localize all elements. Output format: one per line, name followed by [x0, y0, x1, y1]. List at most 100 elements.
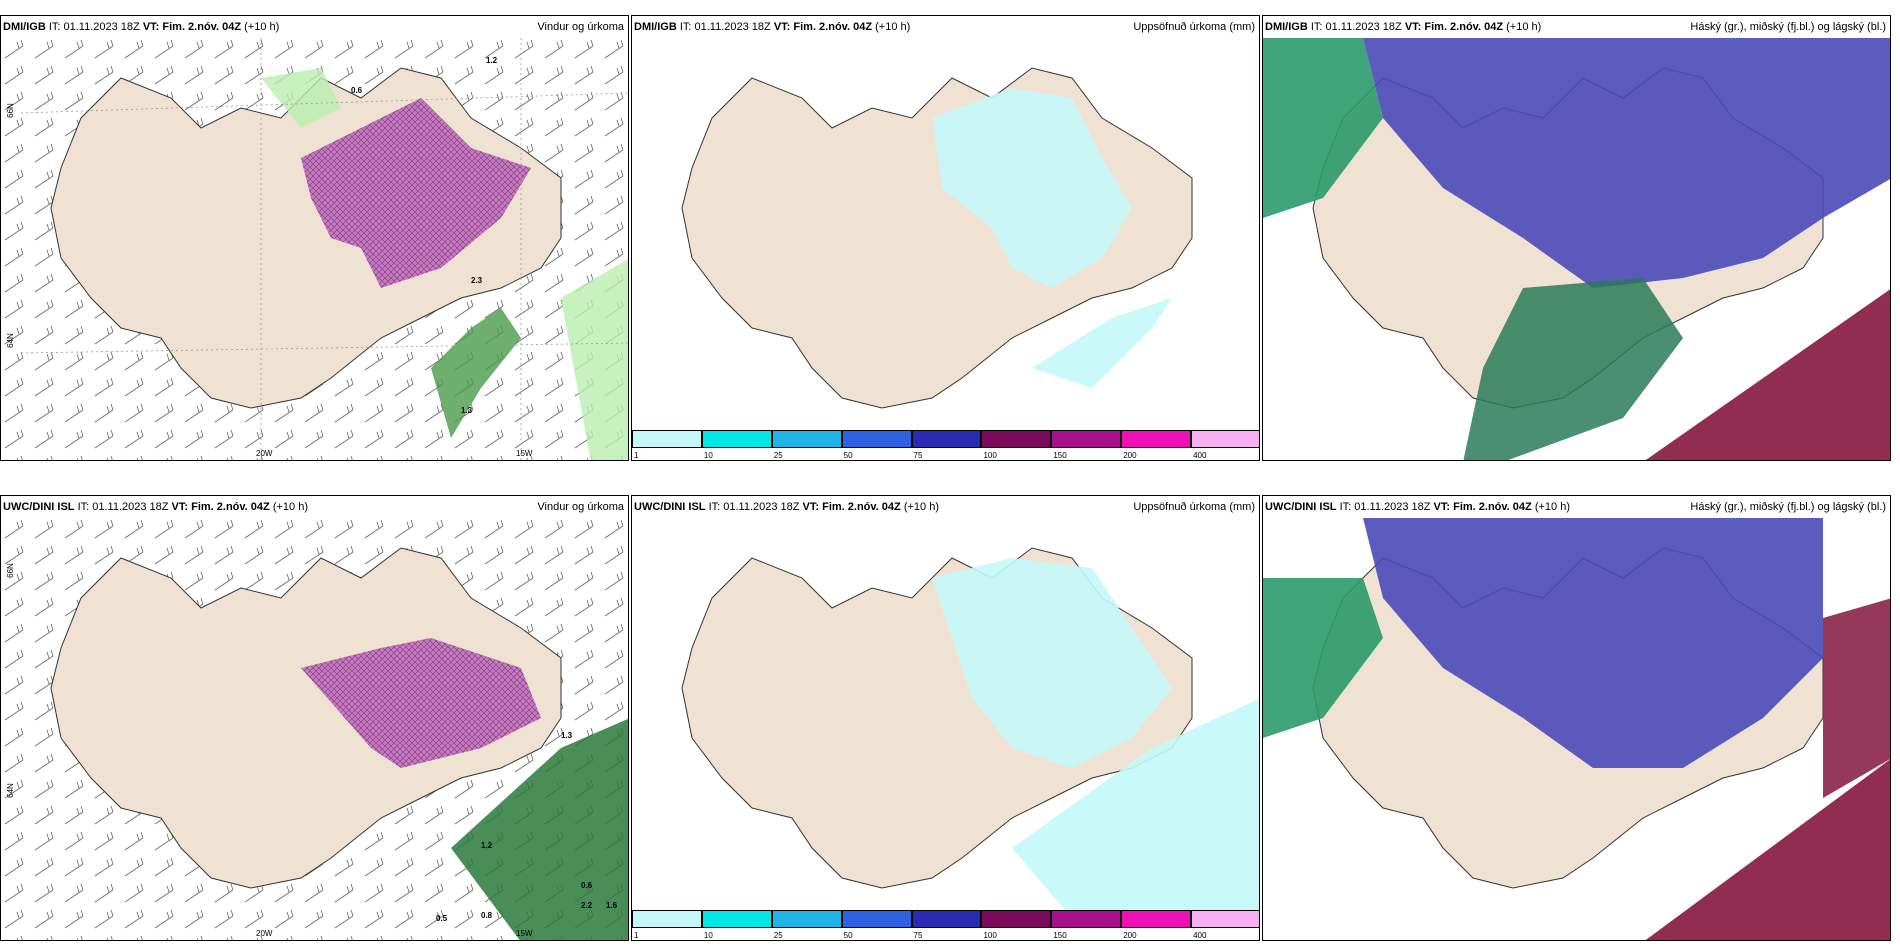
colorbar-swatch — [701, 910, 772, 928]
lon-label: 20W — [256, 449, 273, 458]
precip-colorbar: 1 10 25 50 75 100 150 200 400 — [632, 910, 1259, 940]
wind-label: 1.2 — [486, 56, 498, 65]
lat-label: 64N — [5, 783, 15, 798]
colorbar-swatch — [1051, 430, 1122, 448]
lon-label: 20W — [256, 929, 273, 938]
valid-time: VT: Fim. 2.nóv. 04Z — [171, 501, 270, 513]
colorbar-swatch — [911, 910, 982, 928]
model-name: UWC/DINI ISL — [1265, 501, 1337, 513]
colorbar-swatch — [841, 910, 912, 928]
panel-header: DMI/IGB IT: 01.11.2023 18Z VT: Fim. 2.nó… — [1, 16, 628, 38]
colorbar-tick-label: 400 — [1193, 931, 1207, 940]
panel-header: UWC/DINI ISL IT: 01.11.2023 18Z VT: Fim.… — [1, 496, 628, 518]
wind-label: 1.2 — [481, 841, 493, 850]
wind-label: 1.6 — [606, 901, 618, 910]
colorbar-tick-label: 10 — [703, 931, 713, 940]
init-time: IT: 01.11.2023 18Z — [1310, 21, 1402, 33]
wind-label: 0.6 — [581, 881, 593, 890]
colorbar-swatch — [1121, 430, 1192, 448]
product-title: Háský (gr.), miðský (fj.bl.) og lágský (… — [1690, 501, 1886, 513]
colorbar-tick-label: 75 — [913, 451, 923, 460]
cloud-cover-map — [1263, 518, 1890, 940]
wind-label: 0.6 — [351, 86, 363, 95]
lead-time: (+10 h) — [244, 21, 280, 33]
init-time: IT: 01.11.2023 18Z — [708, 501, 800, 513]
panel-header: DMI/IGB IT: 01.11.2023 18Z VT: Fim. 2.nó… — [632, 16, 1259, 38]
accum-precip-map — [632, 38, 1259, 438]
panel-uwc-wind: UWC/DINI ISL IT: 01.11.2023 18Z VT: Fim.… — [0, 495, 629, 941]
colorbar-swatch — [771, 910, 842, 928]
colorbar-tick-label: 25 — [773, 451, 783, 460]
model-name: DMI/IGB — [1265, 21, 1308, 33]
iceland-outline — [50, 547, 562, 889]
product-title: Uppsöfnuð úrkoma (mm) — [1133, 21, 1255, 33]
colorbar-tick-label: 150 — [1053, 451, 1067, 460]
colorbar-swatch — [841, 430, 912, 448]
colorbar-tick-label: 1 — [634, 931, 639, 940]
lead-time: (+10 h) — [875, 21, 911, 33]
model-name: UWC/DINI ISL — [3, 501, 75, 513]
colorbar-swatch — [632, 430, 702, 448]
colorbar-swatch — [1121, 910, 1192, 928]
valid-time: VT: Fim. 2.nóv. 04Z — [142, 21, 242, 33]
colorbar-tick-label: 200 — [1123, 451, 1137, 460]
colorbar-tick-label: 100 — [983, 931, 997, 940]
model-name: UWC/DINI ISL — [634, 501, 706, 513]
lat-label: 66N — [5, 563, 15, 578]
wind-label: 0.8 — [481, 911, 493, 920]
wind-precip-map — [1, 518, 628, 940]
colorbar-swatch — [632, 910, 702, 928]
colorbar-tick-label: 200 — [1123, 931, 1137, 940]
colorbar-tick-label: 25 — [773, 931, 783, 940]
colorbar-tick-label: 1 — [634, 451, 639, 460]
init-time: IT: 01.11.2023 18Z — [679, 21, 771, 33]
panel-header: DMI/IGB IT: 01.11.2023 18Z VT: Fim. 2.nó… — [1263, 16, 1890, 38]
colorbar-swatch — [701, 430, 772, 448]
panel-uwc-cloud: UWC/DINI ISL IT: 01.11.2023 18Z VT: Fim.… — [1262, 495, 1891, 941]
lead-time: (+10 h) — [1506, 21, 1542, 33]
colorbar-tick-label: 75 — [913, 931, 923, 940]
wind-precip-map — [1, 38, 628, 460]
wind-label: 1.3 — [461, 406, 473, 415]
lon-label: 15W — [516, 929, 533, 938]
colorbar-swatch — [771, 430, 842, 448]
precip-colorbar: 1 10 25 50 75 100 150 200 400 — [632, 430, 1259, 460]
lat-label: 64N — [5, 333, 15, 348]
product-title: Vindur og úrkoma — [537, 501, 624, 513]
lead-time: (+10 h) — [903, 501, 939, 513]
init-time: IT: 01.11.2023 18Z — [1339, 501, 1431, 513]
wind-label: 2.3 — [471, 276, 483, 285]
colorbar-tick-label: 400 — [1193, 451, 1207, 460]
lat-label: 66N — [5, 103, 15, 118]
colorbar-swatch — [1191, 430, 1259, 448]
model-name: DMI/IGB — [3, 21, 46, 33]
panel-dmi-cloud: DMI/IGB IT: 01.11.2023 18Z VT: Fim. 2.nó… — [1262, 15, 1891, 461]
accum-precip-map — [632, 518, 1259, 918]
colorbar-swatch — [981, 430, 1052, 448]
colorbar-tick-label: 100 — [983, 451, 997, 460]
colorbar-swatch — [1191, 910, 1259, 928]
init-time: IT: 01.11.2023 18Z — [77, 501, 169, 513]
product-title: Vindur og úrkoma — [537, 21, 624, 33]
wind-label: 1.3 — [561, 731, 573, 740]
valid-time: VT: Fim. 2.nóv. 04Z — [802, 501, 901, 513]
lead-time: (+10 h) — [272, 501, 308, 513]
lead-time: (+10 h) — [1534, 501, 1570, 513]
product-title: Uppsöfnuð úrkoma (mm) — [1133, 501, 1255, 513]
colorbar-swatch — [1051, 910, 1122, 928]
valid-time: VT: Fim. 2.nóv. 04Z — [773, 21, 873, 33]
panel-dmi-wind: DMI/IGB IT: 01.11.2023 18Z VT: Fim. 2.nó… — [0, 15, 629, 461]
panel-dmi-accum: DMI/IGB IT: 01.11.2023 18Z VT: Fim. 2.nó… — [631, 15, 1260, 461]
panel-header: UWC/DINI ISL IT: 01.11.2023 18Z VT: Fim.… — [1263, 496, 1890, 518]
colorbar-tick-label: 50 — [843, 931, 853, 940]
model-name: DMI/IGB — [634, 21, 677, 33]
colorbar-swatch — [981, 910, 1052, 928]
colorbar-swatch — [911, 430, 982, 448]
panel-header: UWC/DINI ISL IT: 01.11.2023 18Z VT: Fim.… — [632, 496, 1259, 518]
colorbar-tick-label: 150 — [1053, 931, 1067, 940]
valid-time: VT: Fim. 2.nóv. 04Z — [1404, 21, 1504, 33]
lon-label: 15W — [516, 449, 533, 458]
panel-uwc-accum: UWC/DINI ISL IT: 01.11.2023 18Z VT: Fim.… — [631, 495, 1260, 941]
colorbar-tick-label: 50 — [843, 451, 853, 460]
init-time: IT: 01.11.2023 18Z — [48, 21, 140, 33]
